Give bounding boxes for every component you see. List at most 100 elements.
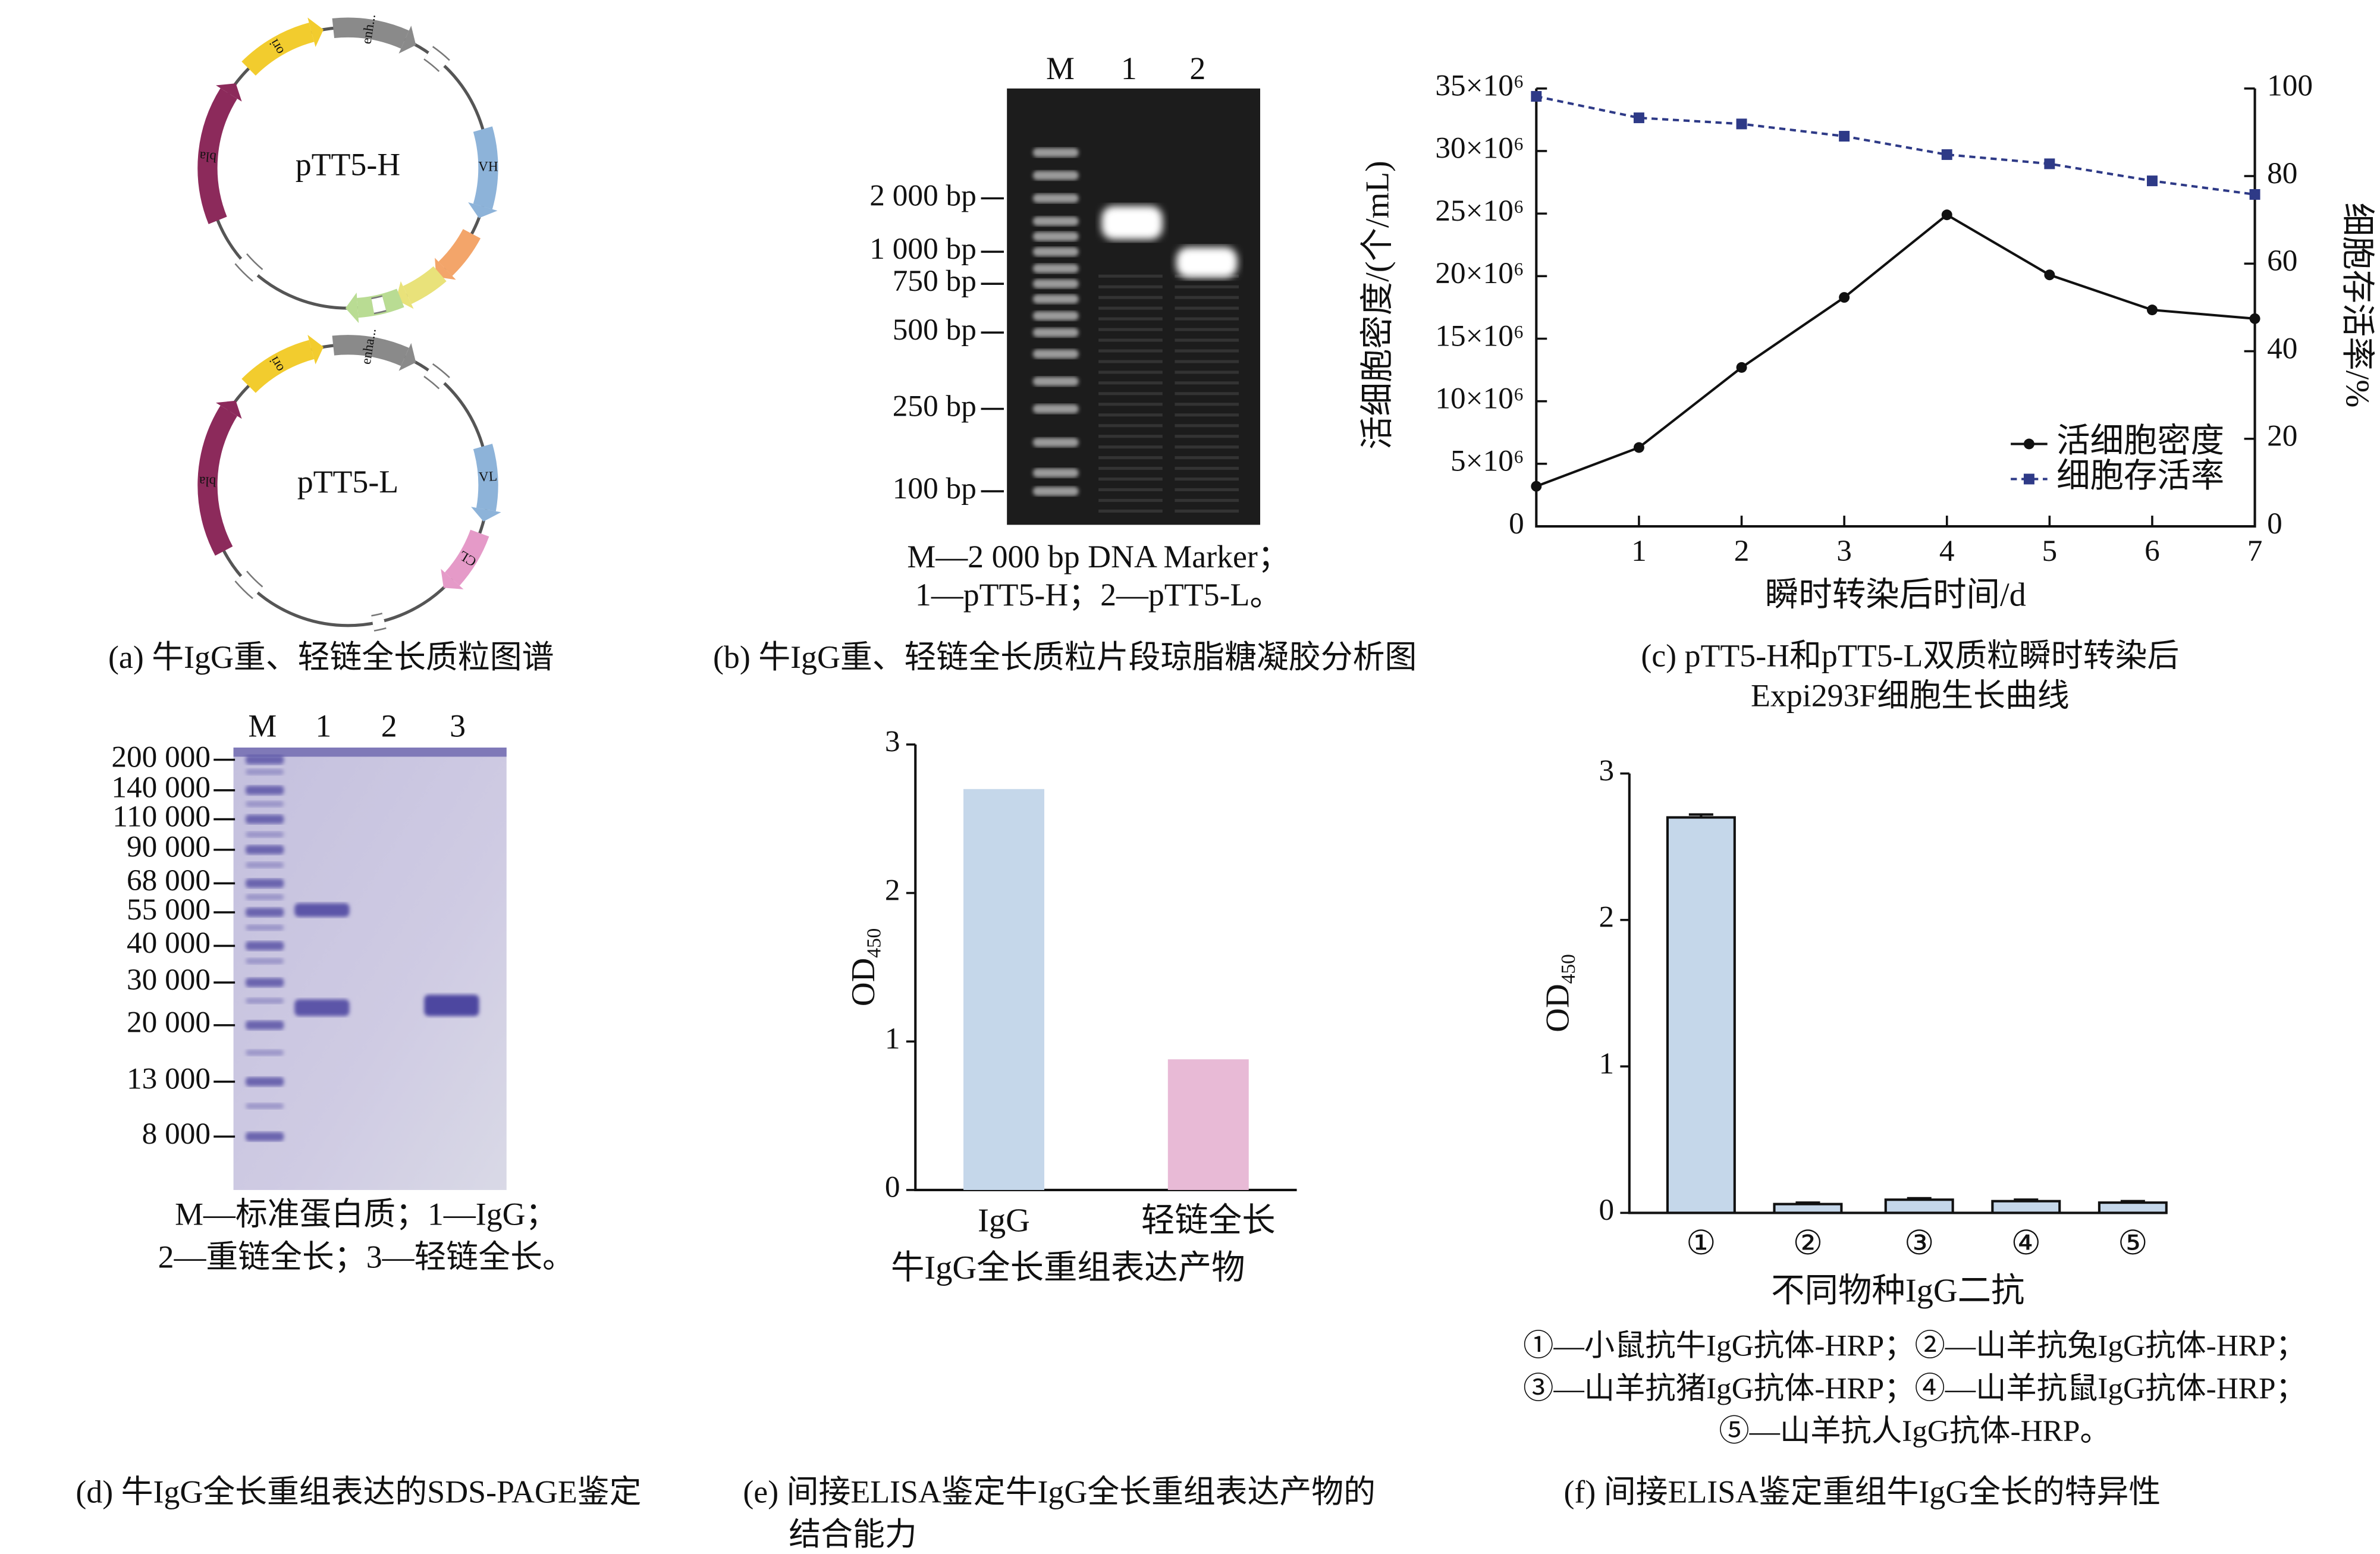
marker-label: 750 bp <box>893 264 977 298</box>
plasmid-region-inner <box>371 614 387 630</box>
point <box>1736 118 1747 130</box>
plasmid-name: pTT5-H <box>296 147 400 183</box>
point <box>1839 292 1850 303</box>
marker-band <box>246 845 284 855</box>
plasmid-feature <box>241 23 315 76</box>
marker-label: 30 000 <box>127 963 211 997</box>
point <box>1531 481 1542 492</box>
error-bar <box>2120 1200 2145 1203</box>
marker-band <box>246 908 284 917</box>
lane-smear <box>1098 274 1163 278</box>
y2-tick-label: 80 <box>2267 156 2297 190</box>
note: ①—小鼠抗牛IgG抗体-HRP；②—山羊抗兔IgG抗体-HRP； <box>1523 1329 2306 1363</box>
y-tick-label: 0 <box>1599 1193 1614 1227</box>
plasmid-arrowhead <box>345 293 359 324</box>
lane-smear <box>1175 349 1239 353</box>
marker-band <box>246 1049 284 1056</box>
plasmid-arrowhead <box>307 17 324 47</box>
marker-band <box>1032 193 1079 203</box>
plasmid-feature <box>332 17 409 49</box>
y2-tick-label: 100 <box>2267 69 2313 103</box>
lane-smear <box>1175 413 1239 417</box>
marker-band <box>1032 486 1079 496</box>
marker-label: 250 bp <box>893 389 977 423</box>
marker-label: 90 000 <box>127 830 211 864</box>
plasmid-arrowhead <box>468 202 498 218</box>
y-axis-label-sub: 450 <box>1557 954 1579 984</box>
lane-smear <box>1098 349 1163 353</box>
lane-smear <box>1098 360 1163 363</box>
caption: (f) 间接ELISA鉴定重组牛IgG全长的特异性 <box>1563 1474 2161 1509</box>
marker-band <box>1032 231 1079 241</box>
lane-smear <box>1175 445 1239 449</box>
error-bar <box>1795 1201 1820 1204</box>
y-axis-label: OD450 <box>845 928 885 1007</box>
lane-smear <box>1175 477 1239 481</box>
x-tick-label: 3 <box>1836 534 1852 568</box>
protein-gel-image <box>233 747 507 1190</box>
x-tick-label: IgG <box>978 1202 1030 1239</box>
marker-label: 100 bp <box>893 472 977 506</box>
marker-label: 200 000 <box>111 740 211 774</box>
lane-smear <box>1098 403 1163 406</box>
marker-band <box>1032 294 1079 304</box>
lane-smear <box>1175 317 1239 321</box>
lane-smear <box>1175 403 1239 406</box>
point <box>2249 313 2260 324</box>
note: ⑤—山羊抗人IgG抗体-HRP。 <box>1719 1414 2110 1448</box>
lane-smear <box>1098 466 1163 470</box>
y-tick-label: 15×10⁶ <box>1435 319 1524 353</box>
lane-smear <box>1098 285 1163 288</box>
x-tick-label: 4 <box>1939 534 1955 568</box>
lane-smear <box>1098 317 1163 321</box>
bar <box>1167 1059 1249 1190</box>
caption: (a) 牛IgG重、轻链全长质粒图谱 <box>108 639 554 675</box>
lane-label: 2 <box>381 708 397 744</box>
marker-band <box>246 894 284 900</box>
marker-band <box>246 755 284 765</box>
x-tick-label: ① <box>1686 1225 1716 1262</box>
point <box>1531 91 1542 102</box>
lane-label: M <box>1046 51 1075 86</box>
plasmid-feature <box>197 405 238 556</box>
lane-smear <box>1175 498 1239 502</box>
gel-legend: M—2 000 bp DNA Marker； <box>907 539 1289 574</box>
lane-label: 2 <box>1189 51 1205 86</box>
lane-smear <box>1175 360 1239 363</box>
bar <box>1991 1200 2061 1214</box>
axes <box>1535 88 2256 528</box>
caption: (d) 牛IgG全长重组表达的SDS-PAGE鉴定 <box>76 1474 641 1509</box>
marker-band <box>246 831 284 838</box>
y2-tick-label: 60 <box>2267 244 2297 278</box>
plasmid-feature <box>241 340 315 393</box>
y-tick-label: 35×10⁶ <box>1435 69 1524 103</box>
marker-band <box>246 1021 284 1030</box>
marker-band <box>246 814 284 824</box>
legend-label: 活细胞密度 <box>2056 422 2224 459</box>
series-line <box>1536 213 2255 488</box>
y-tick-label: 0 <box>885 1170 900 1204</box>
marker-band <box>246 786 284 795</box>
lane-label: M <box>248 708 277 744</box>
feature-label: VH <box>478 158 498 174</box>
y-tick-label: 2 <box>1599 900 1614 934</box>
lane-smear <box>1175 328 1239 331</box>
lane-smear <box>1175 285 1239 288</box>
protein-band <box>294 903 350 917</box>
y-tick-label: 10×10⁶ <box>1435 381 1524 415</box>
gel-top <box>233 747 507 757</box>
y-tick-label: 2 <box>885 873 900 907</box>
lane-smear <box>1098 306 1163 310</box>
marker-band <box>1032 171 1079 180</box>
lane-smear <box>1098 296 1163 299</box>
marker-label: 500 bp <box>893 313 977 347</box>
lane-smear <box>1175 466 1239 470</box>
bar <box>1884 1198 1954 1214</box>
lane-smear <box>1175 488 1239 492</box>
marker-band <box>246 1077 284 1087</box>
marker-band <box>246 924 284 931</box>
lane-smear <box>1175 424 1239 428</box>
x-tick-label: 7 <box>2247 534 2263 568</box>
